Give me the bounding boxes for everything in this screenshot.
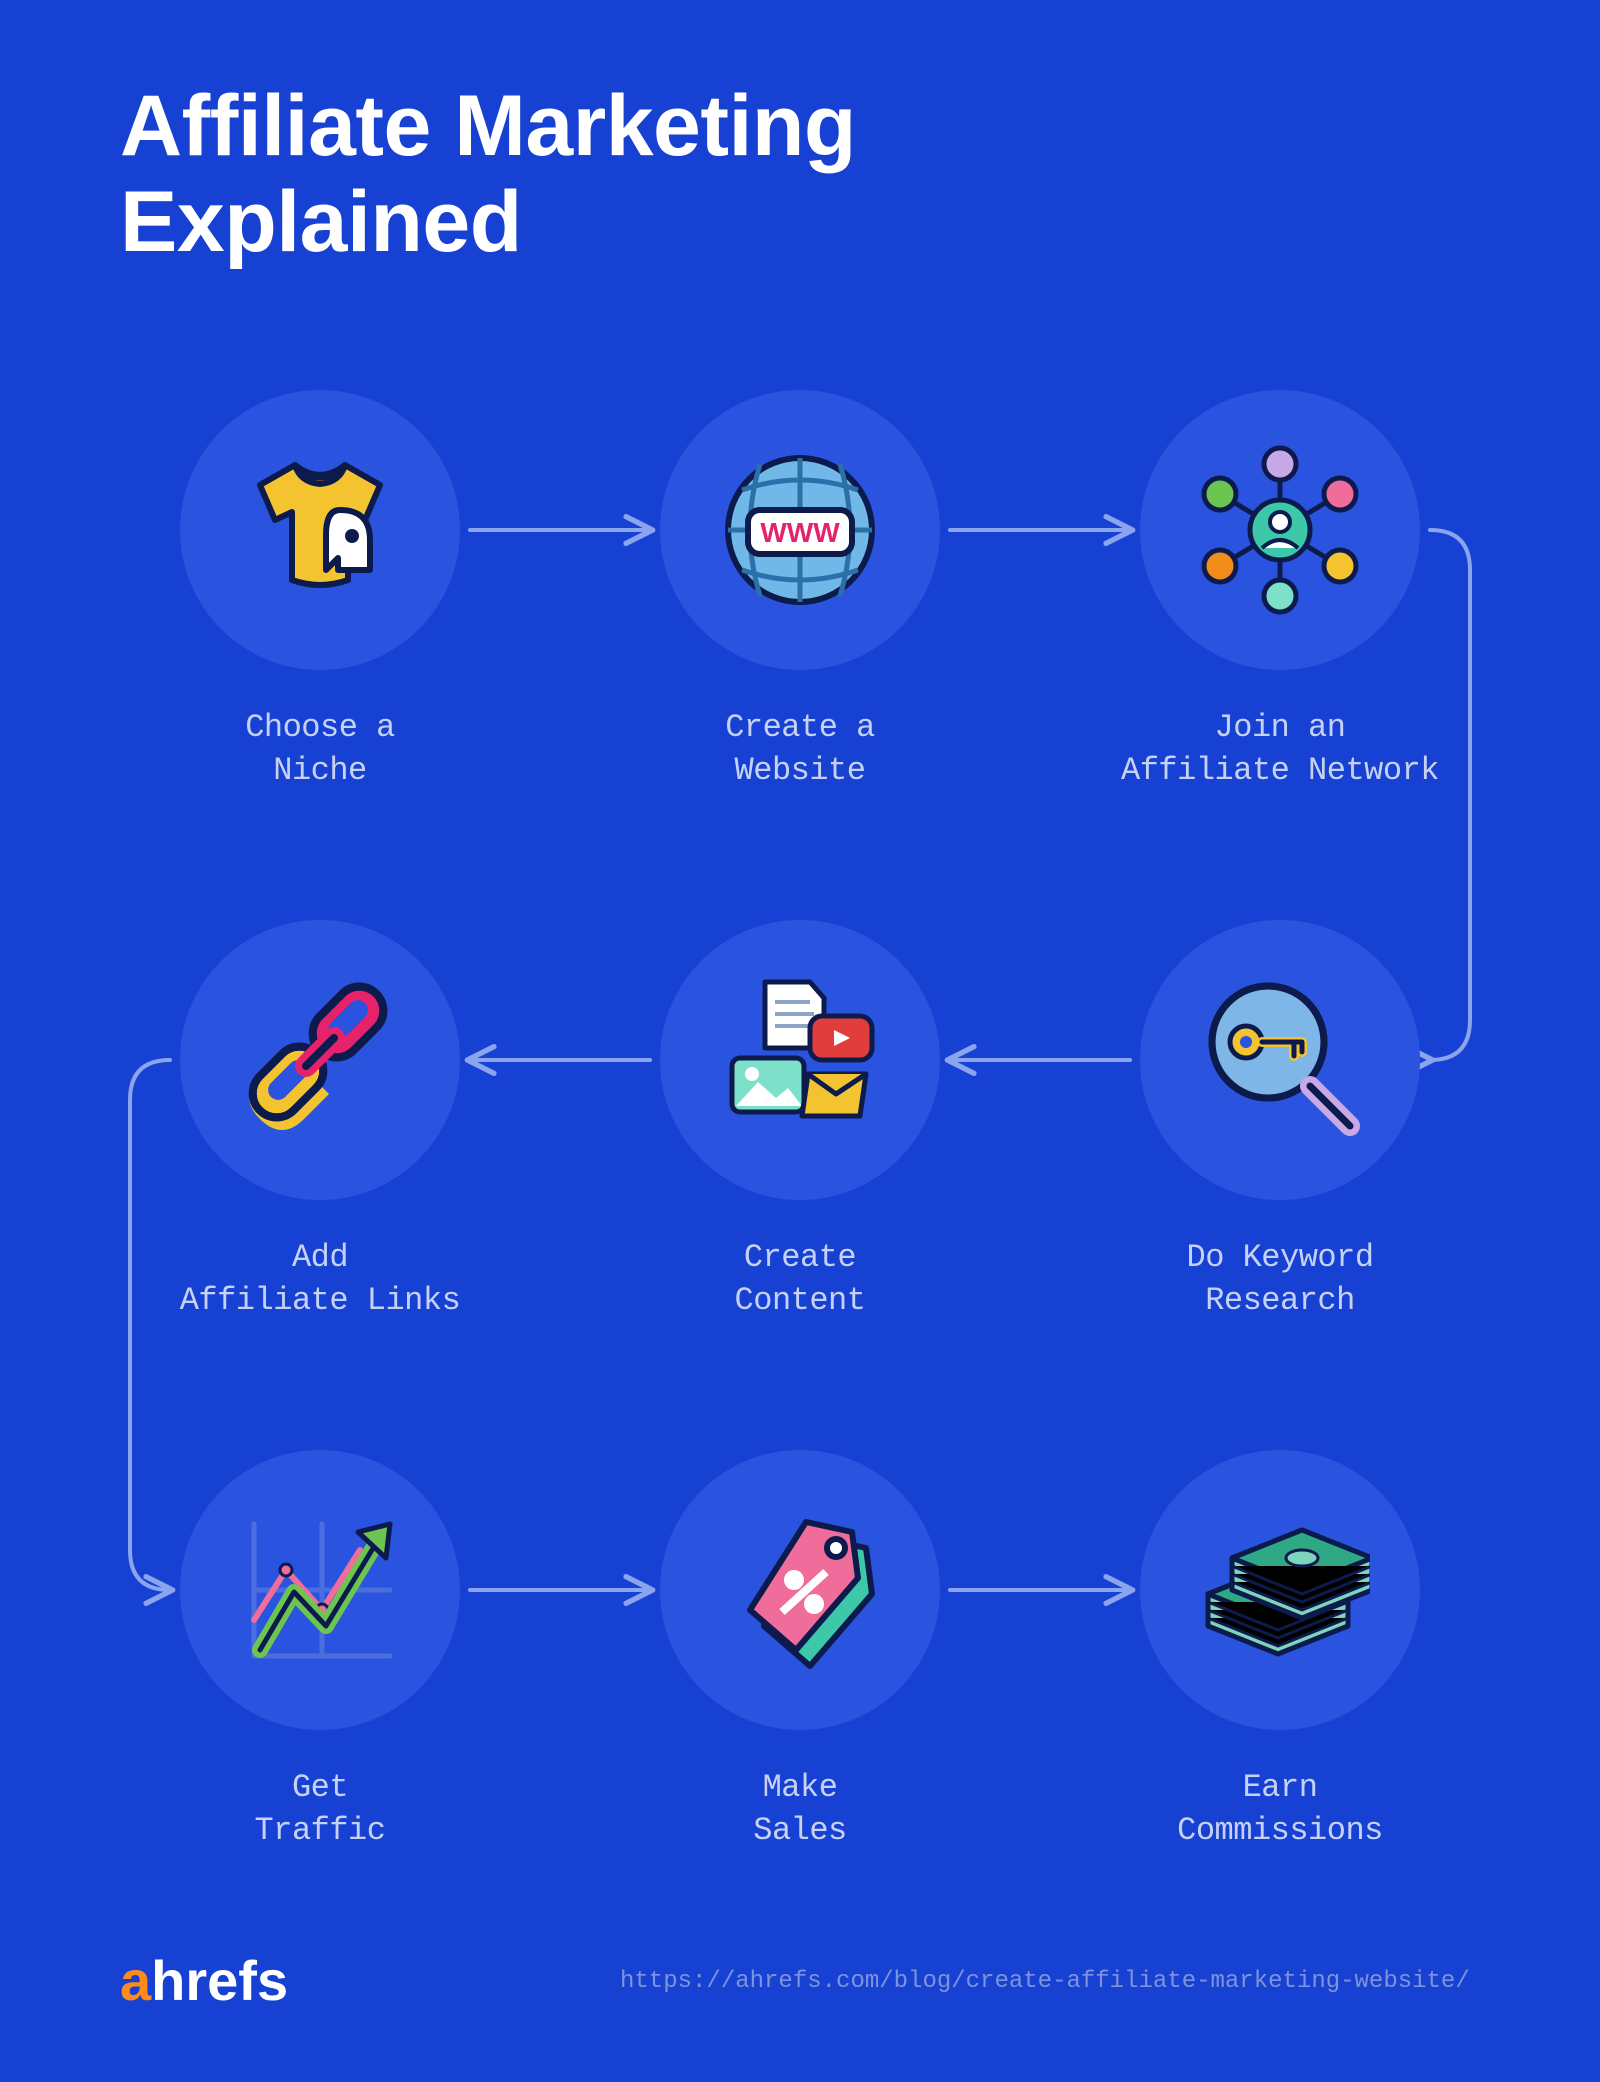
step-join-network: Join an Affiliate Network [1080, 390, 1480, 792]
join-network-label: Join an Affiliate Network [1080, 706, 1480, 792]
choose-niche-label: Choose a Niche [120, 706, 520, 792]
step-add-links: Add Affiliate Links [120, 920, 520, 1322]
step-choose-niche: Choose a Niche [120, 390, 520, 792]
step-make-sales: Make Sales [600, 1450, 1000, 1852]
svg-text:WWW: WWW [760, 517, 840, 548]
step-create-website: WWW Create a Website [600, 390, 1000, 792]
cash-stacks-icon [1190, 1500, 1370, 1680]
brand-logo: ahrefs [120, 1948, 288, 2013]
chart-arrow-icon [230, 1500, 410, 1680]
content-pile-icon [710, 970, 890, 1150]
keyword-research-icon-circle [1140, 920, 1420, 1200]
chain-links-icon [230, 970, 410, 1150]
tshirt-icon [230, 440, 410, 620]
join-network-icon-circle [1140, 390, 1420, 670]
earn-commissions-label: Earn Commissions [1080, 1766, 1480, 1852]
create-content-label: Create Content [600, 1236, 1000, 1322]
price-tags-icon [710, 1500, 890, 1680]
magnifier-key-icon [1190, 970, 1370, 1150]
add-links-label: Add Affiliate Links [120, 1236, 520, 1322]
create-website-label: Create a Website [600, 706, 1000, 792]
source-url: https://ahrefs.com/blog/create-affiliate… [620, 1968, 1470, 1995]
choose-niche-icon-circle [180, 390, 460, 670]
make-sales-label: Make Sales [600, 1766, 1000, 1852]
keyword-research-label: Do Keyword Research [1080, 1236, 1480, 1322]
step-keyword-research: Do Keyword Research [1080, 920, 1480, 1322]
page-title: Affiliate Marketing Explained [120, 78, 856, 271]
earn-commissions-icon-circle [1140, 1450, 1420, 1730]
brand-logo-rest: hrefs [151, 1948, 288, 2013]
create-content-icon-circle [660, 920, 940, 1200]
step-earn-commissions: Earn Commissions [1080, 1450, 1480, 1852]
get-traffic-label: Get Traffic [120, 1766, 520, 1852]
step-create-content: Create Content [600, 920, 1000, 1322]
create-website-icon-circle: WWW [660, 390, 940, 670]
get-traffic-icon-circle [180, 1450, 460, 1730]
network-avatar-icon [1190, 440, 1370, 620]
make-sales-icon-circle [660, 1450, 940, 1730]
add-links-icon-circle [180, 920, 460, 1200]
globe-www-icon: WWW [710, 440, 890, 620]
step-get-traffic: Get Traffic [120, 1450, 520, 1852]
infographic-canvas: Affiliate Marketing Explained Choose a N… [0, 0, 1600, 2082]
brand-logo-a: a [120, 1948, 151, 2013]
